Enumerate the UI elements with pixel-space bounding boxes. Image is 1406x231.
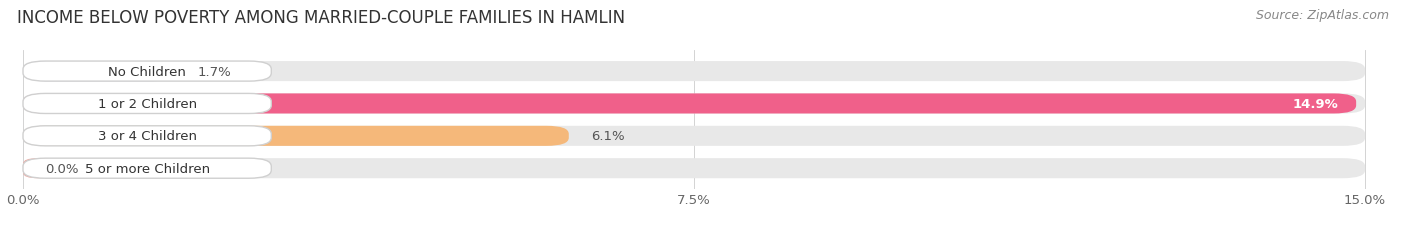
Text: Source: ZipAtlas.com: Source: ZipAtlas.com — [1256, 9, 1389, 22]
FancyBboxPatch shape — [22, 94, 1365, 114]
FancyBboxPatch shape — [22, 126, 271, 146]
Text: 6.1%: 6.1% — [591, 130, 624, 143]
FancyBboxPatch shape — [22, 62, 1365, 82]
Text: 14.9%: 14.9% — [1292, 97, 1339, 110]
FancyBboxPatch shape — [22, 158, 55, 179]
FancyBboxPatch shape — [22, 62, 271, 82]
FancyBboxPatch shape — [22, 126, 569, 146]
Text: 3 or 4 Children: 3 or 4 Children — [97, 130, 197, 143]
Text: INCOME BELOW POVERTY AMONG MARRIED-COUPLE FAMILIES IN HAMLIN: INCOME BELOW POVERTY AMONG MARRIED-COUPL… — [17, 9, 626, 27]
Text: 0.0%: 0.0% — [45, 162, 79, 175]
FancyBboxPatch shape — [22, 94, 271, 114]
FancyBboxPatch shape — [22, 158, 271, 179]
Text: No Children: No Children — [108, 65, 186, 78]
FancyBboxPatch shape — [22, 126, 1365, 146]
FancyBboxPatch shape — [22, 94, 1357, 114]
FancyBboxPatch shape — [22, 158, 1365, 179]
Text: 1.7%: 1.7% — [197, 65, 231, 78]
Text: 1 or 2 Children: 1 or 2 Children — [97, 97, 197, 110]
Text: 5 or more Children: 5 or more Children — [84, 162, 209, 175]
FancyBboxPatch shape — [22, 62, 176, 82]
